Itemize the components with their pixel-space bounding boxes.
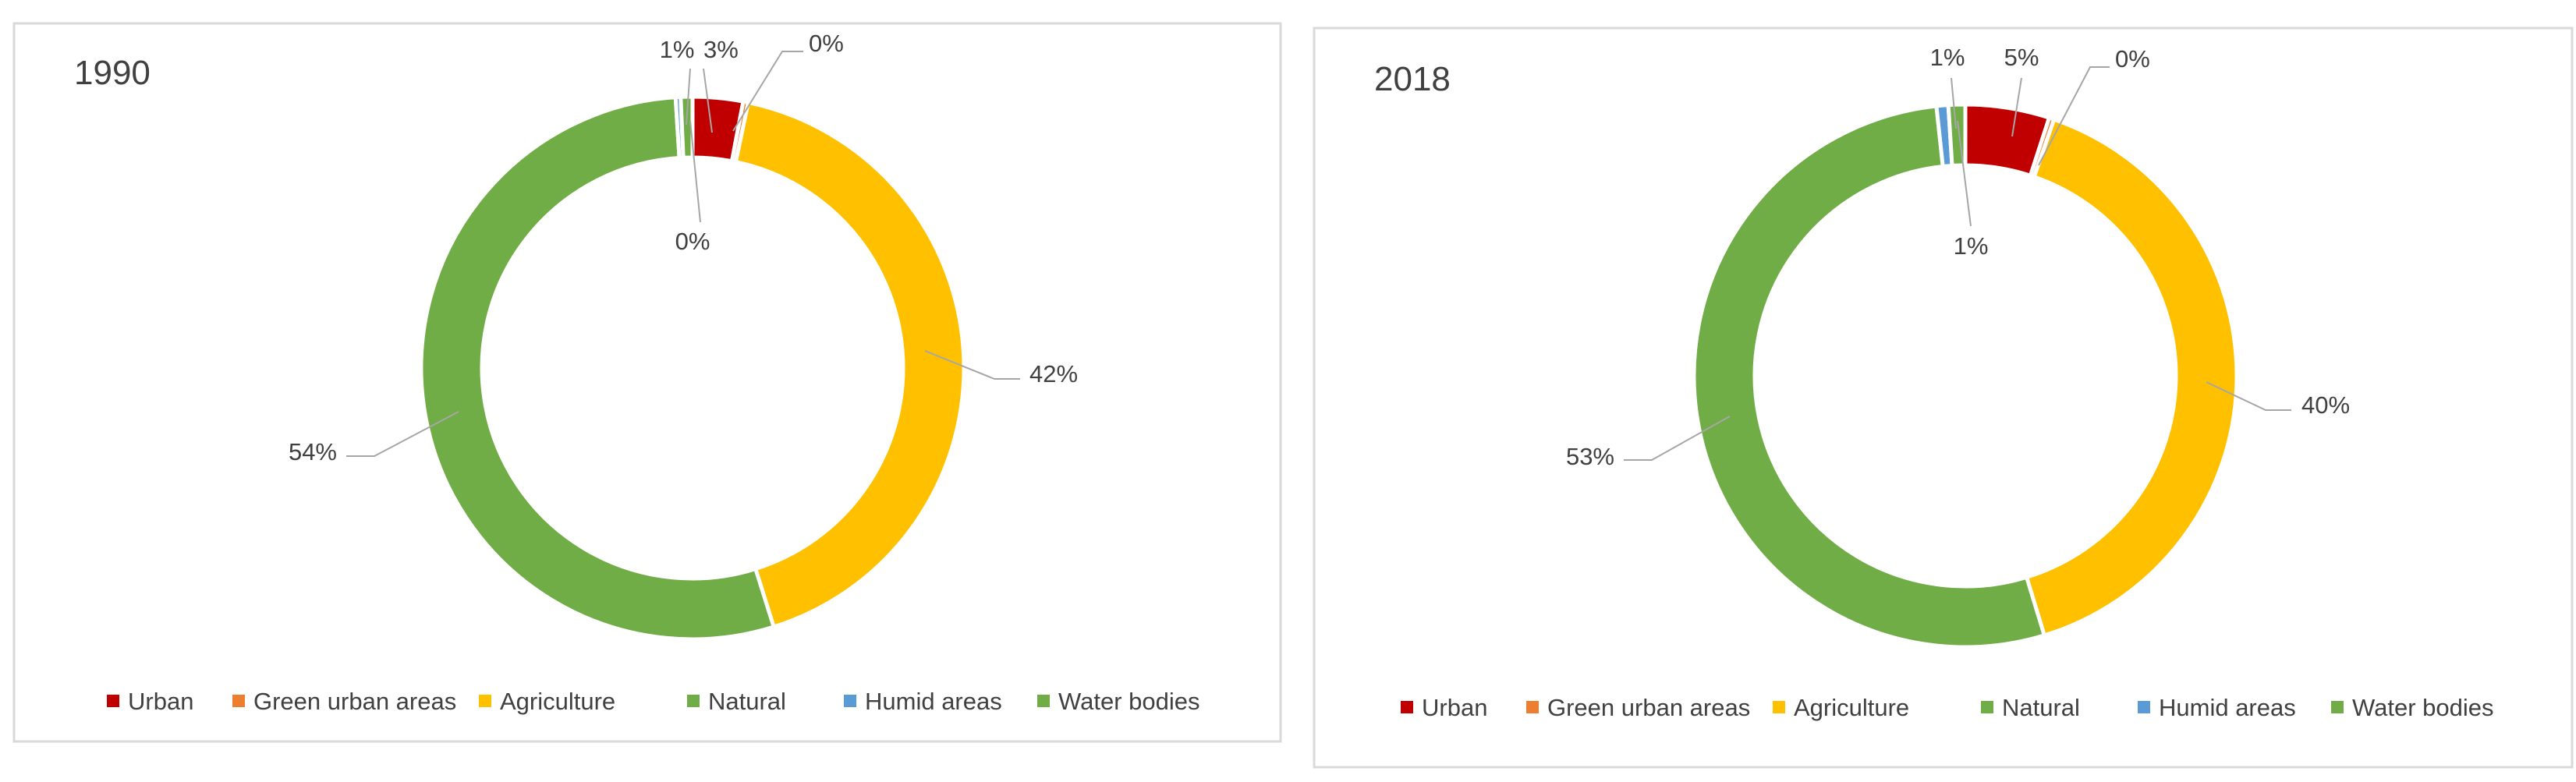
- legend-swatch-natural: [1981, 701, 1993, 713]
- leader-line-green-urban-areas: [2038, 66, 2110, 166]
- slice-natural[interactable]: [1692, 104, 2047, 649]
- legend-swatch-water-bodies: [2331, 701, 2344, 713]
- data-label-green-urban-areas: 0%: [2115, 45, 2150, 73]
- data-label-urban: 5%: [2004, 44, 2039, 71]
- legend-label-agriculture[interactable]: Agriculture: [1794, 694, 1909, 721]
- slice-water-bodies[interactable]: [679, 94, 695, 160]
- legend-swatch-humid-areas: [844, 695, 856, 707]
- legend-label-agriculture[interactable]: Agriculture: [500, 688, 615, 715]
- leader-line-agriculture: [924, 350, 1020, 380]
- chart-panel-2018: 2018 5% 0% 40% 53% 1% 1% Urban Green urban areas…: [1313, 27, 2574, 769]
- legend-swatch-agriculture: [479, 695, 491, 707]
- legend-label-humid-areas[interactable]: Humid areas: [2159, 694, 2296, 721]
- chart-title: 2018: [1374, 60, 1451, 98]
- legend-label-green-urban-areas[interactable]: Green urban areas: [1547, 694, 1750, 721]
- data-label-water-bodies: 1%: [1930, 44, 1965, 71]
- leader-line-humid-areas: [689, 120, 701, 223]
- legend-swatch-agriculture: [1773, 701, 1785, 713]
- data-label-urban: 3%: [703, 36, 739, 63]
- legend-swatch-urban: [107, 695, 119, 707]
- data-label-humid-areas: 0%: [675, 228, 710, 255]
- data-label-agriculture: 42%: [1029, 360, 1078, 387]
- legend-swatch-urban: [1401, 701, 1413, 713]
- legend-label-humid-areas[interactable]: Humid areas: [865, 688, 1002, 715]
- legend-swatch-green-urban-areas: [232, 695, 245, 707]
- legend-swatch-natural: [687, 695, 700, 707]
- data-label-water-bodies: 1%: [660, 36, 695, 63]
- data-label-natural: 53%: [1566, 443, 1614, 470]
- data-label-humid-areas: 1%: [1954, 232, 1989, 260]
- legend-label-green-urban-areas[interactable]: Green urban areas: [253, 688, 456, 715]
- data-label-agriculture: 40%: [2301, 391, 2350, 419]
- leader-line-natural: [1624, 416, 1731, 461]
- data-label-green-urban-areas: 0%: [809, 30, 844, 57]
- legend-label-water-bodies[interactable]: Water bodies: [1058, 688, 1200, 715]
- leader-line-natural: [346, 411, 459, 457]
- legend-swatch-humid-areas: [2138, 701, 2150, 713]
- leader-line-green-urban-areas: [732, 51, 803, 132]
- leader-line-water-bodies: [1951, 77, 1957, 129]
- legend-label-natural[interactable]: Natural: [2002, 694, 2080, 721]
- chart-panel-1990: 1990 3% 0% 42% 54% 0% 1% Urban Green urban areas…: [12, 22, 1282, 743]
- chart-title: 1990: [74, 54, 151, 92]
- slice-agriculture[interactable]: [2024, 116, 2239, 639]
- leader-line-agriculture: [2206, 381, 2291, 411]
- data-label-natural: 54%: [289, 438, 337, 465]
- legend-swatch-green-urban-areas: [1526, 701, 1539, 713]
- leader-line-urban: [703, 68, 713, 133]
- slice-agriculture[interactable]: [733, 100, 966, 630]
- legend-label-water-bodies[interactable]: Water bodies: [2352, 694, 2494, 721]
- leader-line-urban: [2011, 77, 2022, 137]
- legend-swatch-water-bodies: [1037, 695, 1050, 707]
- legend-label-urban[interactable]: Urban: [1422, 694, 1487, 721]
- leader-line-water-bodies: [686, 68, 691, 126]
- leader-line-humid-areas: [1957, 120, 1972, 227]
- legend-label-urban[interactable]: Urban: [128, 688, 193, 715]
- legend-label-natural[interactable]: Natural: [708, 688, 786, 715]
- slice-natural[interactable]: [419, 95, 777, 642]
